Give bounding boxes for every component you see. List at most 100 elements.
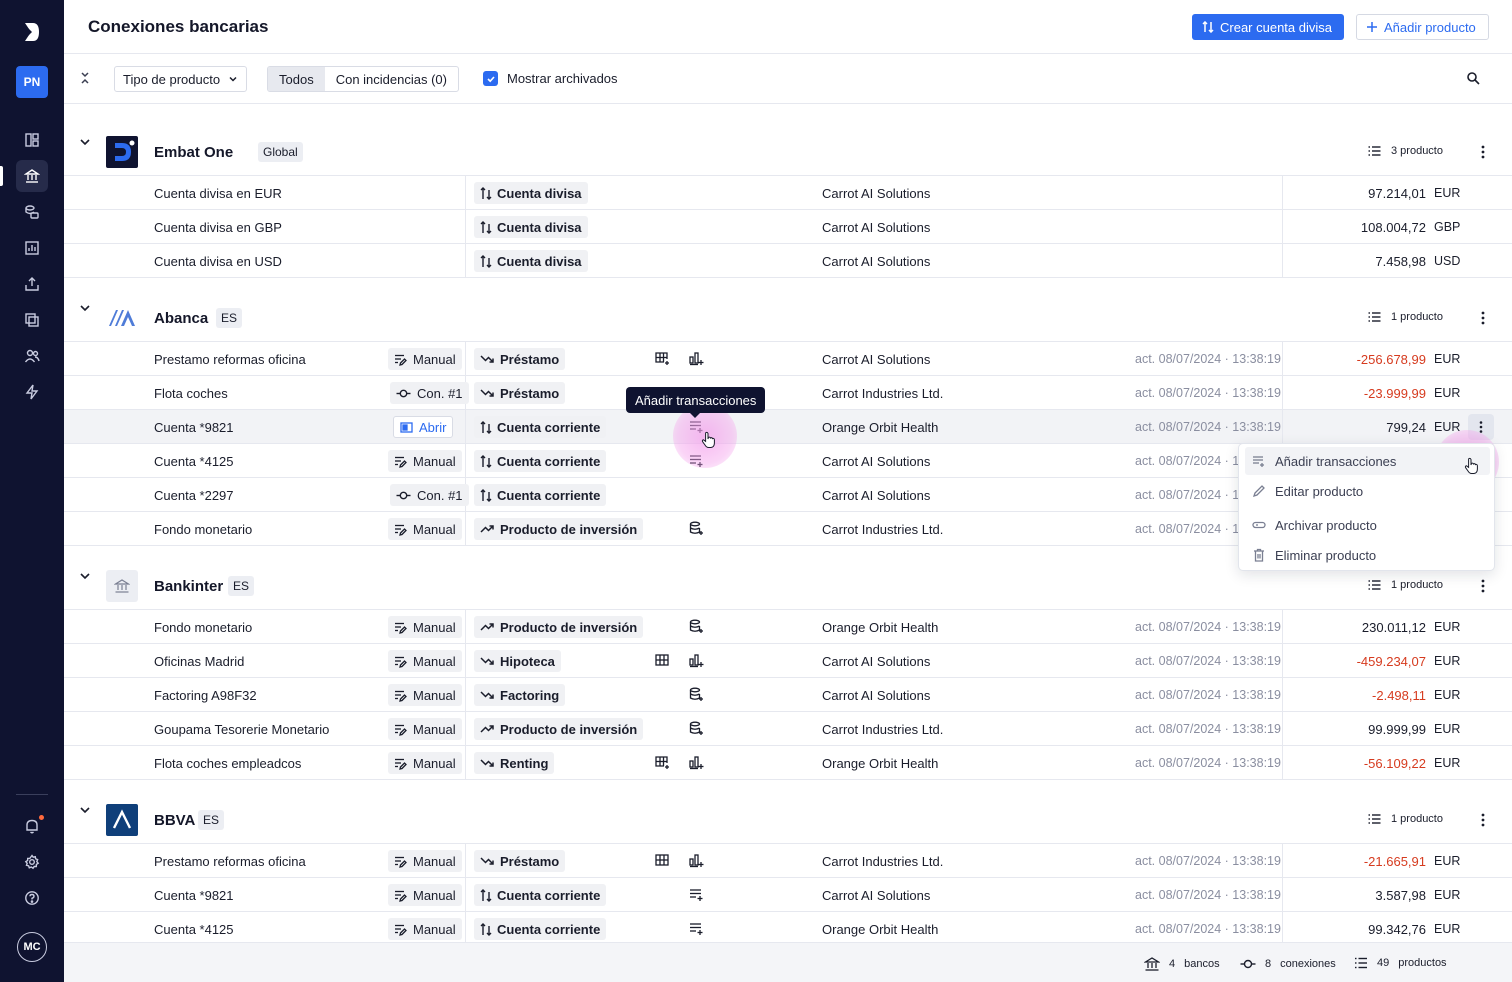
chart-plus-icon[interactable] (689, 853, 705, 869)
table-row[interactable]: Cuenta divisa en USD Cuenta divisa Carrot … (64, 244, 1512, 278)
show-archived-toggle[interactable]: Mostrar archivados (483, 71, 618, 86)
grid-icon[interactable] (655, 653, 671, 669)
badge-label: Con. #1 (417, 487, 463, 503)
grid-plus-icon[interactable] (655, 351, 671, 367)
users-icon[interactable] (16, 340, 48, 372)
product-name: Cuenta *4125 (154, 454, 234, 469)
copy-icon[interactable] (16, 304, 48, 336)
table-row[interactable]: Factoring A98F32 Manual Factoring Carrot AI… (64, 678, 1512, 712)
plus-icon (1367, 22, 1377, 32)
bank-logo (106, 570, 138, 602)
product-type-label: Cuenta divisa (497, 253, 582, 269)
product-type-badge: Hipoteca (474, 650, 561, 672)
lightning-icon[interactable] (16, 376, 48, 408)
list-plus-icon[interactable] (689, 921, 705, 937)
bank-header[interactable]: Abanca ES 1 producto (64, 270, 1512, 342)
company-name: Orange Orbit Health (822, 756, 939, 771)
table-row[interactable]: Goupama Tesorerie Monetario Manual Product… (64, 712, 1512, 746)
menu-delete-product[interactable]: Eliminar producto (1245, 541, 1490, 569)
connection-badge: Manual (388, 348, 462, 370)
chart-icon[interactable] (16, 232, 48, 264)
bank-group: Embat One Global 3 producto Cuenta divisa e… (64, 104, 1512, 278)
balance-amount: -23.999,99 (1363, 386, 1426, 401)
list-plus-icon[interactable] (689, 887, 705, 903)
add-product-button[interactable]: Añadir producto (1356, 14, 1489, 40)
bank-list: Embat One Global 3 producto Cuenta divisa e… (64, 104, 1512, 942)
menu-edit-product[interactable]: Editar producto (1245, 477, 1490, 505)
exchange-icon (480, 186, 492, 200)
product-type-dropdown[interactable]: Tipo de producto (114, 66, 248, 92)
product-type-badge: Cuenta corriente (474, 416, 607, 438)
table-row[interactable]: Oficinas Madrid Manual Hipoteca Carrot AI S… (64, 644, 1512, 678)
product-type-badge: Cuenta corriente (474, 884, 607, 906)
product-name: Cuenta *9821 (154, 420, 234, 435)
bank-icon[interactable] (16, 160, 48, 192)
db-plus-icon[interactable] (689, 521, 705, 537)
bank-header[interactable]: Embat One Global 3 producto (64, 104, 1512, 176)
db-plus-icon[interactable] (689, 687, 705, 703)
bank-header[interactable]: BBVA ES 1 producto (64, 772, 1512, 844)
trend-down-icon (480, 657, 494, 665)
table-row[interactable]: Cuenta *9821 Abrir Cuenta corriente Orange … (64, 410, 1512, 444)
grid-plus-icon[interactable] (655, 755, 671, 771)
bank-header[interactable]: Bankinter ES 1 producto (64, 538, 1512, 610)
app-logo[interactable] (20, 20, 44, 44)
table-row[interactable]: Prestamo reformas oficina Manual Préstamo C… (64, 342, 1512, 376)
connection-badge: Manual (388, 918, 462, 940)
table-row[interactable]: Flota coches Con. #1 Préstamo Carrot Indust… (64, 376, 1512, 410)
table-row[interactable]: Prestamo reformas oficina Manual Préstamo C… (64, 844, 1512, 878)
workspace-avatar[interactable]: PN (16, 66, 48, 98)
chevron-down-icon[interactable] (78, 803, 92, 817)
more-vertical-icon[interactable] (1476, 144, 1490, 160)
table-row[interactable]: Cuenta divisa en GBP Cuenta divisa Carrot … (64, 210, 1512, 244)
search-icon[interactable] (1466, 71, 1482, 87)
chart-plus-icon[interactable] (689, 653, 705, 669)
menu-archive-product[interactable]: Archivar producto (1245, 511, 1490, 539)
balance-amount: 99.342,76 (1368, 922, 1426, 937)
currency-code: EUR (1434, 420, 1461, 434)
last-updated: act. 08/07/2024 · 13:38:19 (1135, 854, 1281, 868)
company-name: Carrot AI Solutions (822, 254, 931, 269)
table-row[interactable]: Cuenta divisa en EUR Cuenta divisa Carrot … (64, 176, 1512, 210)
grid-icon[interactable] (655, 853, 671, 869)
chevron-down-icon[interactable] (78, 301, 92, 315)
open-button[interactable]: Abrir (393, 416, 454, 438)
more-vertical-icon[interactable] (1476, 578, 1490, 594)
upload-tray-icon[interactable] (16, 268, 48, 300)
more-vertical-icon[interactable] (1476, 310, 1490, 326)
table-row[interactable]: Cuenta *9821 Manual Cuenta corriente Carrot… (64, 878, 1512, 912)
db-plus-icon[interactable] (689, 619, 705, 635)
table-row[interactable]: Cuenta *4125 Manual Cuenta corriente Orange… (64, 912, 1512, 942)
currency-code: EUR (1434, 352, 1461, 366)
checkbox-checked[interactable] (483, 71, 498, 86)
user-avatar[interactable]: MC (17, 932, 47, 962)
last-updated: act. 08/07/2024 · 13:38:19 (1135, 888, 1281, 902)
coins-icon[interactable] (16, 196, 48, 228)
chevron-down-icon[interactable] (78, 569, 92, 583)
balance-amount: -256.678,99 (1356, 352, 1426, 367)
menu-add-transactions[interactable]: Añadir transacciones (1245, 447, 1490, 475)
collapse-all-icon[interactable] (78, 70, 94, 88)
gear-icon[interactable] (16, 846, 48, 878)
product-type-badge: Préstamo (474, 850, 566, 872)
chart-plus-icon[interactable] (689, 755, 705, 771)
help-icon[interactable] (16, 882, 48, 914)
bell-icon[interactable] (16, 810, 48, 842)
table-row[interactable]: Flota coches empleadcos Manual Renting Oran… (64, 746, 1512, 780)
balance-amount: -56.109,22 (1363, 756, 1426, 771)
segment-all[interactable]: Todos (268, 67, 325, 91)
chart-plus-icon[interactable] (689, 351, 705, 367)
more-vertical-icon[interactable] (1476, 812, 1490, 828)
company-name: Carrot AI Solutions (822, 488, 931, 503)
badge-label: Manual (413, 755, 456, 771)
segment-with-issues[interactable]: Con incidencias (0) (335, 71, 447, 87)
table-row[interactable]: Cuenta *2297 Con. #1 Cuenta corriente Carro… (64, 478, 1512, 512)
create-currency-account-button[interactable]: Crear cuenta divisa (1192, 14, 1344, 40)
table-row[interactable]: Fondo monetario Manual Producto de inversi… (64, 610, 1512, 644)
manual-edit-icon (395, 456, 407, 468)
dashboard-icon[interactable] (16, 124, 48, 156)
trend-down-icon (480, 759, 494, 767)
chevron-down-icon[interactable] (78, 135, 92, 149)
manual-edit-icon (395, 690, 407, 702)
db-plus-icon[interactable] (689, 721, 705, 737)
